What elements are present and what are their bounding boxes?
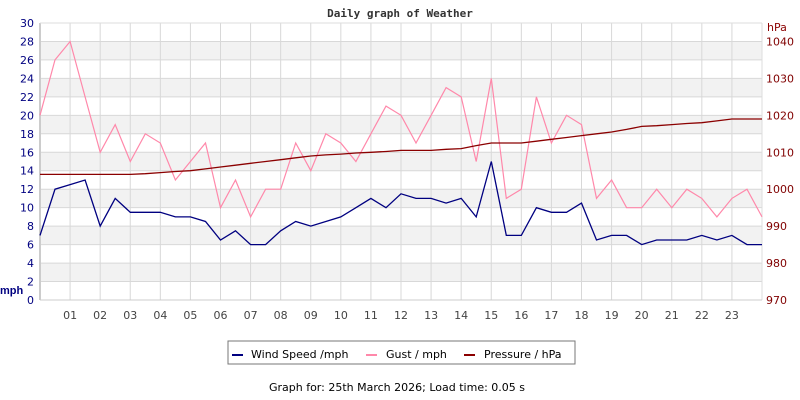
x-tick-label: 05 xyxy=(183,309,197,322)
x-tick-label: 10 xyxy=(334,309,348,322)
x-tick-label: 17 xyxy=(544,309,558,322)
right-tick-label: 1020 xyxy=(766,109,794,122)
right-tick-label: 980 xyxy=(766,257,787,270)
x-tick-label: 02 xyxy=(93,309,107,322)
right-tick-label: 990 xyxy=(766,220,787,233)
x-tick-label: 01 xyxy=(63,309,77,322)
grid-lines xyxy=(39,22,763,301)
left-tick-label: 26 xyxy=(20,54,34,67)
x-tick-label: 19 xyxy=(605,309,619,322)
x-tick-label: 12 xyxy=(394,309,408,322)
right-tick-label: 1030 xyxy=(766,72,794,85)
x-tick-label: 04 xyxy=(153,309,167,322)
x-tick-label: 20 xyxy=(635,309,649,322)
legend-label-gust: Gust / mph xyxy=(386,348,447,361)
series-line-wind xyxy=(39,161,762,246)
series-line-gust xyxy=(39,40,763,219)
x-axis: 01 02 03 04 05 06 07 08 09 10 11 12 13 14 15 16 17 18 19 20… xyxy=(63,309,739,322)
x-tick-label: 14 xyxy=(454,309,468,322)
left-tick-label: 20 xyxy=(20,109,34,122)
left-tick-label: 0 xyxy=(27,294,34,307)
x-tick-label: 11 xyxy=(364,309,378,322)
legend-box xyxy=(227,340,576,365)
x-tick-label: 08 xyxy=(274,309,288,322)
chart-title: Daily graph of Weather xyxy=(327,7,473,20)
right-tick-label: 970 xyxy=(766,294,787,307)
x-tick-label: 16 xyxy=(514,309,528,322)
x-tick-label: 13 xyxy=(424,309,438,322)
right-axis: 970 980 990 1000 1010 1020 1030 1040 xyxy=(766,35,794,307)
left-tick-label: 14 xyxy=(20,165,34,178)
right-tick-label: 1000 xyxy=(766,183,794,196)
x-tick-label: 18 xyxy=(575,309,589,322)
right-tick-label: 1010 xyxy=(766,146,794,159)
left-tick-label: 8 xyxy=(27,220,34,233)
left-tick-label: 22 xyxy=(20,91,34,104)
left-tick-label: 10 xyxy=(20,202,34,215)
right-axis-label: hPa xyxy=(767,21,787,34)
left-tick-label: 24 xyxy=(20,72,34,85)
x-tick-label: 21 xyxy=(665,309,679,322)
series-line-pressure xyxy=(40,118,762,176)
left-tick-label: 28 xyxy=(20,35,34,48)
left-tick-label: 30 xyxy=(20,17,34,30)
footer-text: Graph for: 25th March 2026; Load time: 0… xyxy=(269,381,525,394)
x-tick-label: 15 xyxy=(484,309,498,322)
left-axis-label: mph xyxy=(0,285,24,297)
right-tick-label: 1040 xyxy=(766,35,794,48)
x-tick-label: 22 xyxy=(695,309,709,322)
x-tick-label: 07 xyxy=(244,309,258,322)
legend-label-pressure: Pressure / hPa xyxy=(484,348,562,361)
series-lines xyxy=(39,40,763,246)
x-tick-label: 06 xyxy=(214,309,228,322)
left-tick-label: 12 xyxy=(20,183,34,196)
x-tick-label: 03 xyxy=(123,309,137,322)
legend: Wind Speed /mph Gust / mph Pressure / hP… xyxy=(227,340,576,365)
left-tick-label: 16 xyxy=(20,146,34,159)
x-tick-label: 09 xyxy=(304,309,318,322)
left-tick-label: 18 xyxy=(20,128,34,141)
x-tick-label: 23 xyxy=(725,309,739,322)
legend-label-wind: Wind Speed /mph xyxy=(251,348,349,361)
left-tick-label: 6 xyxy=(27,239,34,252)
left-tick-label: 4 xyxy=(27,257,34,270)
left-tick-label: 2 xyxy=(27,276,34,289)
